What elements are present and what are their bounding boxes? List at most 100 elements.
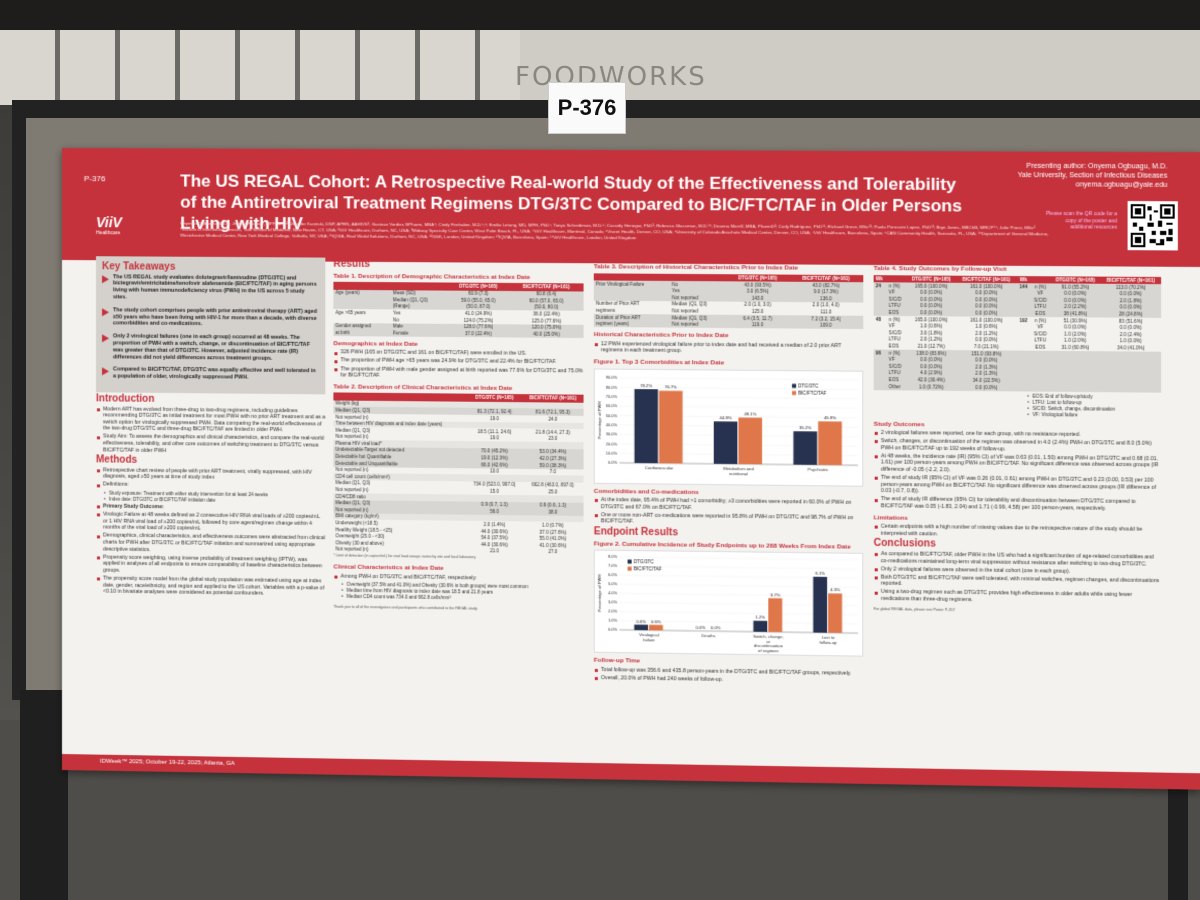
methods-bullet: Virologic Failure at 48 weeks defined as… (96, 512, 325, 535)
presenter-info: Presenting author: Onyema Ogbuagu, M.D. … (917, 161, 1167, 190)
legend-label: DTG/3TC (798, 383, 819, 388)
gridline (619, 377, 858, 379)
board-number-label: P-376 (548, 82, 626, 134)
data-label: 0.6% (636, 619, 646, 624)
y-tick-label: 90.0% (606, 375, 618, 380)
table1-title: Table 1. Description of Demographic Char… (333, 273, 583, 281)
figure1-title: Figure 1. Top 3 Comorbidities at Index D… (594, 359, 864, 368)
conclusion-bullet: Using a two-drug regimen such as DTG/3TC… (874, 589, 1161, 606)
intro-bullet: Study Aim: To assess the demographics an… (96, 434, 325, 456)
x-tick-label: failure (643, 637, 655, 642)
table-cell: 1.0 (0.72%) (906, 383, 956, 390)
poster-header: P-376 The US REGAL Cohort: A Retrospecti… (62, 148, 1200, 267)
table-cell: EOS (887, 309, 907, 316)
y-tick-label: 30.0% (606, 431, 618, 436)
column-3: Table 3. Description of Historical Chara… (594, 259, 864, 687)
demographics-bullet: The proportion of PWH age >65 years was … (333, 358, 583, 367)
data-label: 49.1% (744, 411, 757, 416)
table-cell: S/C/D (887, 363, 907, 370)
table-cell: S/C/D (1030, 330, 1050, 337)
qr-note: Please scan the QR code for a copy of th… (1044, 211, 1117, 231)
table-cell: n (%) (887, 316, 907, 323)
methods-bullet: Retrospective chart review of people wit… (96, 467, 325, 483)
table-cell: S/C/D (887, 296, 907, 303)
table-row: Other 1.0 (0.72%) 0.0 (0.0%) (874, 383, 1161, 392)
endpoint-results-heading: Endpoint Results (594, 529, 864, 539)
data-label: 0.0% (711, 625, 721, 630)
bar (753, 621, 767, 632)
y-tick-label: 40.0% (606, 422, 618, 427)
legend-swatch (628, 560, 632, 564)
y-tick-label: 1.0% (608, 618, 618, 623)
board-stand-left (20, 690, 68, 900)
demographics-bullet: The proportion of PWH with male gender a… (333, 366, 583, 381)
figure2-svg: 0.0%1.0%2.0%3.0%4.0%5.0%6.0%7.0%8.0%Perc… (595, 551, 865, 656)
table-cell: Not reported (670, 294, 727, 301)
x-tick-label: Cardiovascular (645, 465, 674, 470)
arrow-icon (102, 275, 109, 283)
bar (818, 421, 842, 465)
y-tick-label: 70.0% (606, 394, 618, 399)
comorbidities-bullet: At the index date, 95.4% of PWH had >1 c… (594, 497, 864, 513)
column-1: Key Takeaways The US REGAL study evaluat… (96, 256, 325, 600)
table1-body: Age (years) Mean (SD) 60.9 (7.3) 60.8 (6.4)… (333, 289, 583, 337)
y-tick-label: 10.0% (606, 450, 618, 455)
background-windows (0, 30, 520, 105)
table-cell: 144 (1016, 283, 1030, 290)
methods-bullet: Demographics, clinical characteristics, … (96, 533, 325, 556)
table-cell: LTFU (887, 336, 907, 343)
methods-bullet: The propensity score model from the glob… (96, 575, 325, 598)
data-label: 0.0% (696, 625, 706, 630)
table-cell: S/C/D (887, 329, 907, 336)
table-header-cell (887, 275, 907, 283)
takeaway-item: Compared to BIC/FTC/TAF, DTG/3TC was equ… (102, 367, 319, 383)
table-header-cell: Wk (1016, 276, 1030, 284)
table-cell: Not reported (670, 321, 727, 328)
intro-bullet: Modern ART has evolved from three-drug t… (96, 406, 325, 435)
table-cell: EOS (887, 343, 907, 350)
y-tick-label: 8.0% (608, 554, 618, 559)
table3-title: Table 3. Description of Historical Chara… (594, 264, 864, 272)
legend-swatch (792, 383, 796, 387)
table-cell: EOS (887, 376, 907, 383)
bar (649, 625, 663, 631)
data-label: 4.3% (830, 588, 840, 593)
demographics-heading: Demographics at Index Date (333, 341, 583, 350)
qr-code-icon[interactable] (1128, 201, 1178, 250)
bar (813, 577, 827, 633)
y-tick-label: 50.0% (606, 412, 618, 417)
data-label: 78.2% (640, 383, 652, 388)
logo-text: ViiV (96, 214, 122, 230)
demographics-bullet: 326 PWH (165 on DTG/3TC and 161 on BIC/F… (333, 350, 583, 359)
takeaway-text: The US REGAL study evaluates dolutegravi… (113, 274, 317, 301)
table-cell: Prior Virological Failure (594, 280, 670, 287)
results-heading: Results (333, 262, 583, 270)
methods-bullet: Propensity score weighting, using invers… (96, 554, 325, 577)
table-cell: Female (391, 330, 448, 337)
table3-historical: DTG/3TC (N=165) BIC/FTC/TAF (N=161) Prior… (594, 273, 864, 329)
data-label: 35.2% (799, 425, 812, 430)
author-list: Onyema Ogbuagu, M.D.¹; Jeremy Fraysse, M… (180, 221, 1060, 244)
y-tick-label: 60.0% (606, 403, 618, 408)
table-cell: Median (Q1, Q3) (391, 296, 448, 303)
bar (768, 598, 782, 632)
table-cell: n (%) (887, 282, 907, 289)
bar (793, 431, 817, 465)
takeaway-text: Only 2 virological failures (one in each… (113, 334, 310, 362)
takeaway-item: The study cohort comprises people with p… (102, 307, 319, 329)
table-cell: LTFU (887, 303, 907, 310)
table-row: regimen (years) Not reported 119.0 109.0 (594, 320, 864, 329)
legend-label: DTG/3TC (634, 559, 655, 564)
arrow-icon (102, 334, 109, 342)
legend-label: BIC/FTC/TAF (634, 566, 662, 571)
ceiling (0, 0, 1200, 30)
table4-body: 24 n (%) 165.0 (100.0%) 161.0 (100.0%) 144 n … (874, 282, 1161, 392)
table-cell (1030, 384, 1050, 391)
y-tick-label: 2.0% (608, 609, 618, 614)
figure1-chart: 0.0% 10.0% 20.0% 30.0% 40.0% 50.0% 60.0% 70.0% 8… (594, 368, 864, 486)
legend-swatch (628, 567, 632, 571)
table-cell: LTFU (887, 370, 907, 377)
bar (634, 625, 648, 631)
table-cell: 119.0 (727, 321, 789, 328)
table-cell: Duration of Prior ART (594, 314, 670, 321)
